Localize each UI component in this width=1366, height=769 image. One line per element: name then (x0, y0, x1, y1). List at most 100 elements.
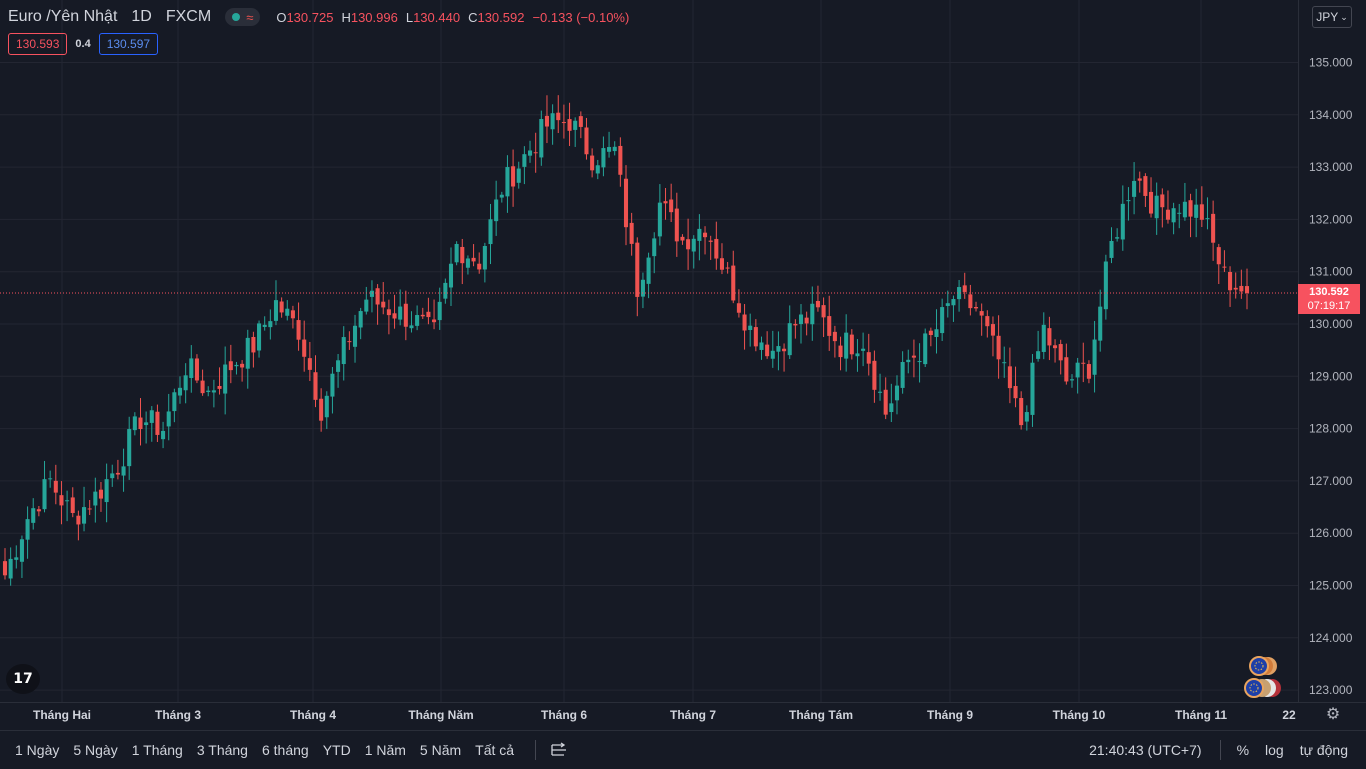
candle-body (923, 333, 928, 365)
candle-body (748, 325, 753, 331)
candle-body (194, 358, 199, 381)
candle-body (426, 311, 431, 318)
ask-button[interactable]: 130.597 (98, 33, 159, 55)
candle-body (251, 336, 256, 353)
candle-body (889, 403, 894, 413)
candle-body (612, 146, 617, 152)
candle-body (1228, 271, 1233, 291)
y-tick-label: 123.000 (1309, 683, 1353, 697)
candle-body (448, 263, 454, 288)
change-value: −0.133 (−0.10%) (532, 9, 630, 25)
wave-icon: ≈ (246, 9, 254, 25)
candle-body (1002, 362, 1007, 364)
candle-body (731, 265, 736, 301)
bid-button[interactable]: 130.593 (8, 33, 68, 55)
candle-body (979, 311, 984, 316)
candle-body (798, 314, 804, 325)
market-status-indicator[interactable]: ≈ (225, 8, 261, 26)
candle-body (245, 337, 250, 369)
candle-body (1132, 180, 1137, 197)
candle-body (1019, 397, 1024, 426)
currency-label: JPY (1316, 10, 1339, 24)
candle-body (454, 243, 459, 263)
range-6m-button[interactable]: 6 tháng (261, 742, 309, 758)
range-ytd-button[interactable]: YTD (322, 742, 351, 758)
candle-body (714, 238, 719, 259)
candle-body (573, 120, 578, 130)
candle-body (872, 360, 877, 390)
price-chart[interactable]: 123.000 124.000 125.000 126.000 127.000 128.0… (0, 0, 1366, 730)
candle-body (601, 148, 606, 168)
range-1d-button[interactable]: 1 Ngày (15, 742, 60, 758)
candle-body (1199, 204, 1204, 220)
candle-body (855, 353, 860, 357)
candle-body (725, 267, 730, 269)
candle-body (477, 263, 482, 270)
candle-body (878, 391, 883, 393)
open-label: O (276, 9, 287, 25)
timeframe[interactable]: 1D (131, 8, 152, 25)
y-tick-label: 128.000 (1309, 422, 1353, 436)
candle-body (53, 480, 58, 493)
gear-icon[interactable]: ⚙ (1325, 706, 1341, 723)
bar-countdown: 07:19:17 (1307, 300, 1351, 312)
candle-body (736, 303, 741, 313)
candle-body (189, 358, 194, 379)
candle-body (827, 316, 832, 336)
candle-body (511, 166, 516, 187)
candle-body (273, 300, 279, 321)
log-toggle[interactable]: log (1265, 742, 1284, 758)
candle-body (635, 242, 640, 297)
compare-ranges-icon[interactable] (550, 742, 568, 758)
economic-events-icon[interactable] (1238, 656, 1282, 700)
candle-body (262, 324, 267, 327)
candle-body (844, 332, 849, 359)
candle-body (1143, 176, 1148, 196)
candle-body (279, 301, 284, 313)
x-tick-label: Tháng 9 (927, 708, 973, 722)
candle-body (1165, 209, 1170, 220)
range-5d-button[interactable]: 5 Ngày (73, 742, 118, 758)
range-all-button[interactable]: Tất cả (475, 742, 515, 758)
candle-body (1030, 362, 1035, 415)
bid-ask-panel: 130.593 0.4 130.597 (8, 33, 159, 55)
candle-body (957, 287, 962, 300)
candle-body (257, 323, 262, 351)
candle-body (996, 335, 1001, 360)
candle-body (990, 324, 995, 336)
candle-body (369, 290, 374, 297)
y-tick-label: 126.000 (1309, 526, 1353, 540)
candle-body (127, 429, 132, 467)
clock-timezone[interactable]: 21:40:43 (UTC+7) (1089, 742, 1202, 758)
candle-body (883, 389, 888, 415)
candle-body (674, 208, 679, 242)
candle-body (669, 199, 674, 213)
candle-body (556, 112, 561, 121)
percent-toggle[interactable]: % (1236, 742, 1250, 758)
candle-body (1053, 345, 1058, 349)
candle-body (607, 147, 612, 152)
range-3m-button[interactable]: 3 Tháng (196, 742, 248, 758)
bottom-right-controls: 21:40:43 (UTC+7) % log tự động (1089, 740, 1356, 760)
candle-body (595, 165, 600, 174)
candle-body (482, 245, 487, 270)
candle-body (59, 495, 64, 506)
candle-body (285, 308, 290, 316)
range-1m-button[interactable]: 1 Tháng (131, 742, 183, 758)
candle-body (268, 321, 273, 328)
currency-button[interactable]: JPY ⌄ (1312, 6, 1352, 28)
range-1y-button[interactable]: 1 Năm (364, 742, 406, 758)
candle-body (307, 358, 312, 370)
symbol-name[interactable]: Euro /Yên Nhật (8, 8, 118, 25)
auto-scale-toggle[interactable]: tự động (1299, 742, 1348, 758)
candle-body (900, 362, 905, 388)
y-tick-label: 124.000 (1309, 631, 1353, 645)
range-5y-button[interactable]: 5 Năm (419, 742, 462, 758)
candle-body (911, 355, 916, 358)
candle-body (527, 150, 533, 156)
tradingview-logo-icon[interactable]: 17 (6, 664, 40, 694)
candle-body (804, 317, 809, 324)
candle-body (161, 430, 166, 440)
candle-body (228, 361, 233, 371)
candle-body (296, 320, 301, 340)
